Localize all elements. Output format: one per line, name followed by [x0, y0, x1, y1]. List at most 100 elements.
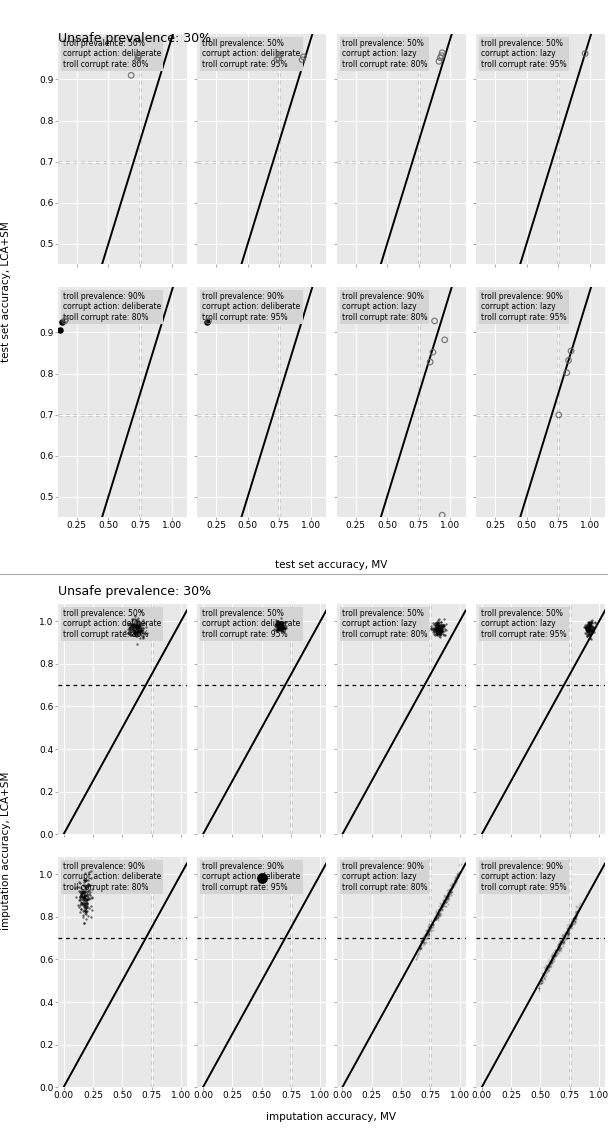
Point [585, 616, 595, 634]
Text: troll prevalence: 50%
corrupt action: lazy
troll corrupt rate: 80%: troll prevalence: 50% corrupt action: la… [342, 39, 427, 69]
Point [81, 878, 91, 896]
Point [424, 920, 434, 939]
Point [78, 882, 88, 900]
Point [77, 886, 87, 904]
Point [79, 877, 89, 895]
Point [77, 893, 87, 911]
Point [418, 930, 427, 948]
Point [85, 885, 94, 903]
Point [128, 614, 137, 633]
Point [80, 902, 90, 920]
Point [544, 956, 553, 974]
Point [275, 612, 285, 630]
Point [123, 620, 133, 638]
Point [543, 959, 553, 978]
Point [432, 614, 441, 633]
Point [81, 894, 91, 912]
Point [443, 887, 452, 906]
Point [581, 618, 590, 636]
Point [426, 915, 436, 933]
Point [133, 614, 142, 633]
Point [570, 910, 580, 928]
Point [71, 888, 81, 907]
Point [80, 895, 90, 914]
Point [86, 869, 96, 887]
Point [276, 618, 286, 636]
Point [558, 932, 568, 950]
Point [440, 887, 449, 906]
Point [429, 621, 439, 640]
Point [423, 924, 433, 942]
Point [534, 982, 544, 1000]
Point [423, 928, 432, 947]
Point [569, 909, 579, 927]
Point [584, 613, 594, 632]
Point [560, 931, 570, 949]
Point [129, 618, 139, 636]
Point [584, 621, 593, 640]
Point [131, 625, 141, 643]
Point [555, 932, 565, 950]
Point [437, 900, 446, 918]
Point [582, 622, 592, 641]
Point [587, 622, 596, 641]
Point [131, 617, 141, 635]
Point [543, 960, 553, 979]
Point [134, 625, 144, 643]
Point [585, 621, 595, 640]
Point [79, 900, 89, 918]
Point [271, 617, 280, 635]
Point [83, 877, 92, 895]
Point [440, 620, 449, 638]
Point [559, 932, 569, 950]
Point [141, 618, 151, 636]
Point [275, 613, 285, 632]
Point [74, 882, 84, 900]
Point [80, 886, 89, 904]
Point [432, 907, 441, 925]
Point [567, 910, 576, 928]
Point [79, 898, 89, 916]
Point [431, 622, 441, 641]
Point [427, 614, 437, 633]
Point [587, 613, 597, 632]
Point [587, 625, 597, 643]
Point [418, 928, 428, 947]
Point [564, 924, 573, 942]
Point [80, 902, 90, 920]
Point [584, 621, 593, 640]
Point [435, 616, 444, 634]
Point [426, 620, 435, 638]
Point [435, 48, 445, 66]
Point [80, 894, 89, 912]
Point [435, 625, 444, 643]
Point [128, 621, 137, 640]
Point [435, 622, 445, 641]
Point [568, 909, 578, 927]
Point [538, 965, 548, 983]
Point [430, 620, 440, 638]
Point [443, 888, 453, 907]
Point [425, 918, 435, 936]
Point [82, 898, 92, 916]
Point [274, 49, 283, 67]
Point [572, 907, 581, 925]
Point [550, 947, 560, 965]
Point [423, 923, 432, 941]
Point [443, 884, 452, 902]
Point [550, 943, 559, 962]
Point [548, 946, 558, 964]
Point [586, 620, 595, 638]
Point [555, 934, 565, 952]
Point [547, 947, 556, 965]
Point [558, 926, 567, 944]
Point [276, 617, 286, 635]
Point [437, 898, 447, 916]
Point [435, 625, 444, 643]
Point [432, 906, 442, 924]
Point [433, 908, 443, 926]
Point [134, 614, 144, 633]
Point [76, 894, 86, 912]
Point [438, 893, 447, 911]
Point [584, 622, 593, 641]
